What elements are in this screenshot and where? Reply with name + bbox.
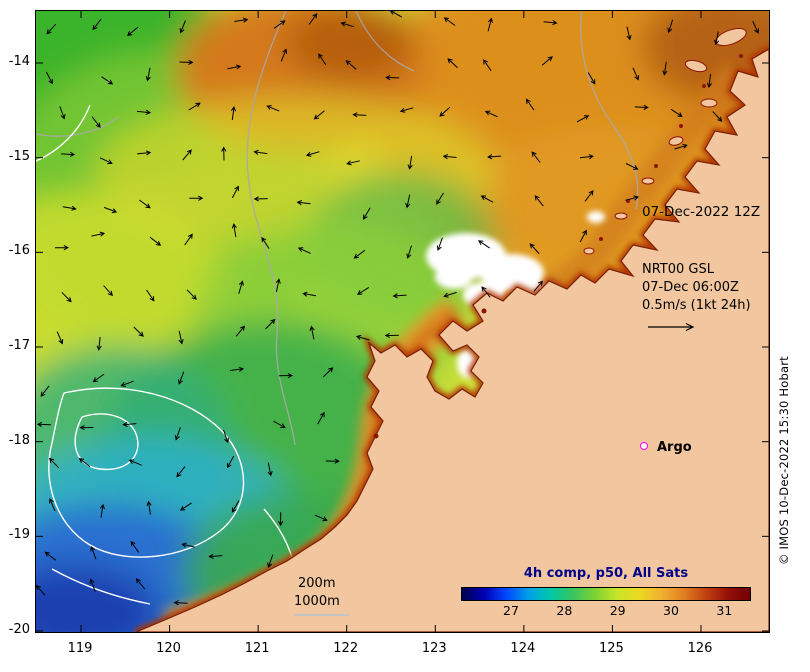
velocity-legend-arrow bbox=[648, 322, 695, 332]
lon-tick-label: 122 bbox=[333, 641, 359, 656]
lon-tick-label: 126 bbox=[687, 641, 713, 656]
lat-tick-label: -16 bbox=[8, 243, 30, 259]
colorbar-tick-label: 27 bbox=[503, 603, 519, 618]
map-area: 07-Dec-2022 12Z NRT00 GSL 07-Dec 06:00Z … bbox=[35, 10, 770, 633]
lon-tick-label: 121 bbox=[244, 641, 270, 656]
colorbar bbox=[461, 587, 751, 601]
lat-tick-label: -19 bbox=[8, 527, 30, 543]
lon-tick-label: 119 bbox=[67, 641, 93, 656]
lat-tick-label: -14 bbox=[8, 54, 30, 69]
copyright-credit: © IMOS 10-Dec-2022 15:30 Hobart bbox=[777, 356, 791, 565]
lon-tick-label: 124 bbox=[510, 641, 536, 656]
argo-label: Argo bbox=[657, 440, 692, 455]
gsl-time: 07-Dec 06:00Z bbox=[642, 280, 739, 295]
colorbar-tick-label: 29 bbox=[609, 603, 626, 618]
colorbar-tick-label: 28 bbox=[556, 603, 573, 618]
land-mass bbox=[135, 48, 769, 632]
gsl-name: NRT00 GSL bbox=[642, 262, 714, 277]
lon-tick-label: 125 bbox=[599, 641, 624, 656]
colorbar-tick-label: 30 bbox=[663, 603, 679, 618]
colorbar-title: 4h comp, p50, All Sats bbox=[523, 566, 689, 581]
gsl-scale: 0.5m/s (1kt 24h) bbox=[642, 298, 751, 313]
islands bbox=[373, 27, 747, 439]
argo-float-marker bbox=[640, 442, 648, 450]
axis-ticks bbox=[36, 11, 769, 632]
colorbar-tick-label: 31 bbox=[716, 603, 733, 618]
depth-1000m-label: 1000m bbox=[294, 594, 340, 609]
lat-tick-label: -20 bbox=[8, 622, 30, 637]
current-vectors bbox=[36, 11, 759, 606]
lon-tick-label: 120 bbox=[156, 641, 181, 656]
depth-200m-label: 200m bbox=[298, 576, 336, 591]
gsl-legend: NRT00 GSL 07-Dec 06:00Z 0.5m/s (1kt 24h) bbox=[642, 261, 751, 315]
timestamp-label: 07-Dec-2022 12Z bbox=[642, 204, 761, 220]
sst-map-image bbox=[36, 11, 769, 632]
lat-tick-label: -17 bbox=[8, 338, 30, 353]
lat-tick-label: -15 bbox=[8, 148, 30, 164]
lat-tick-label: -18 bbox=[8, 432, 30, 448]
depth-contour-sample-line bbox=[294, 614, 349, 616]
lon-tick-label: 123 bbox=[421, 641, 447, 656]
